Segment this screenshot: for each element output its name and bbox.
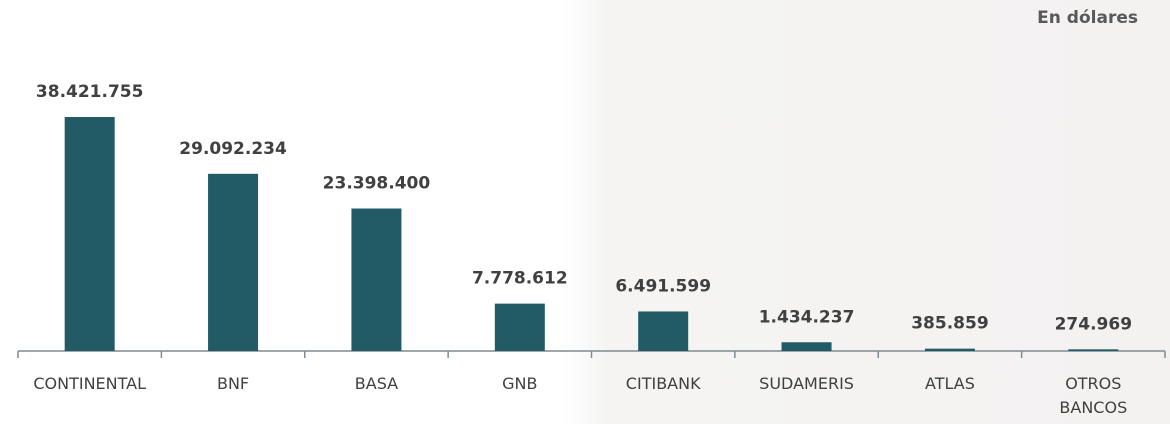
bar	[64, 117, 115, 351]
value-label: 1.434.237	[759, 307, 855, 327]
value-label: 29.092.234	[179, 139, 287, 159]
bar	[638, 311, 689, 351]
x-tick-label: CONTINENTAL	[33, 374, 147, 393]
x-tick-label: ATLAS	[925, 374, 975, 393]
x-tick-label: SUDAMERIS	[759, 374, 854, 393]
value-label: 7.778.612	[472, 269, 568, 289]
value-label: 274.969	[1055, 314, 1132, 334]
x-tick-label: CITIBANK	[625, 374, 701, 393]
bar	[781, 342, 832, 351]
subtitle: En dólares	[1037, 8, 1138, 28]
bar	[208, 173, 259, 351]
x-tick-label: GNB	[502, 374, 538, 393]
x-tick-label: BASA	[354, 374, 399, 393]
bar	[1068, 349, 1119, 351]
value-label: 38.421.755	[36, 82, 144, 102]
x-tick-label: OTROS BANCOS	[1059, 374, 1128, 417]
x-tick-label: BNF	[216, 374, 250, 393]
value-label: 385.859	[911, 314, 988, 334]
value-label: 6.491.599	[615, 276, 711, 296]
bar	[924, 348, 975, 351]
value-label: 23.398.400	[323, 173, 431, 193]
bar	[351, 208, 402, 351]
bar	[494, 303, 545, 351]
